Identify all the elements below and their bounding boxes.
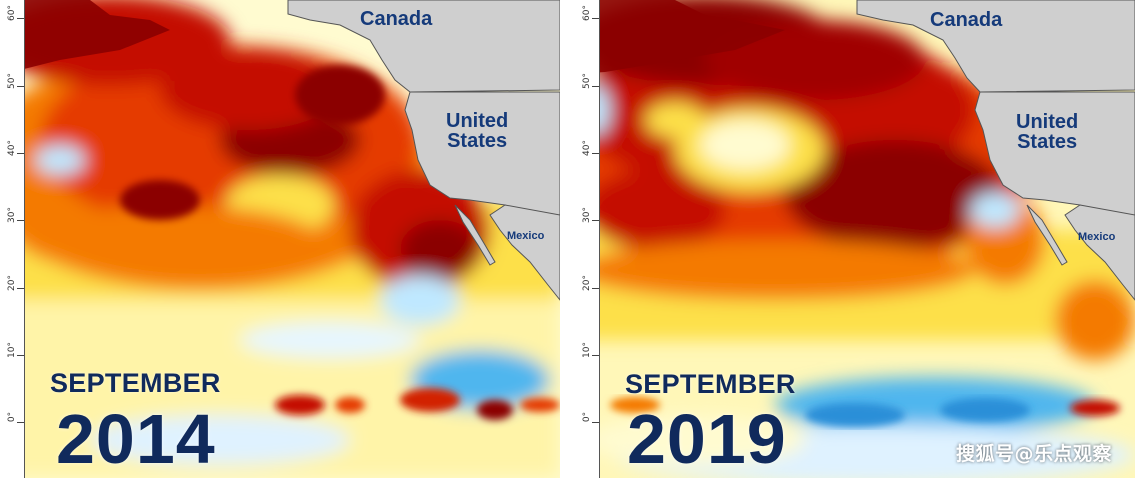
month-label: SEPTEMBER (50, 368, 221, 398)
canada-landmass (287, 0, 560, 93)
united-states-line1: United (446, 110, 509, 132)
united-states-line2: States (447, 130, 508, 152)
year-label: 2019 (627, 400, 787, 478)
lat-label-20: 20° (7, 275, 17, 291)
year-label: 2014 (56, 400, 216, 478)
united-states-label: United States (446, 111, 508, 151)
lat-label-30: 30° (582, 207, 592, 223)
sea-temperature-map-2019 (575, 0, 1135, 478)
lat-label-20: 20° (582, 275, 592, 291)
united-states-landmass (974, 91, 1135, 221)
baja-peninsula (1026, 204, 1068, 266)
map-panel-2014: 60° 50° 40° 30° 20° 10° 0° Canada United… (0, 0, 560, 478)
canada-label: Canada (930, 9, 1003, 31)
mexico-landmass (1064, 204, 1135, 301)
watermark-text: 搜狐号@乐点观察 (955, 443, 1112, 465)
panel-divider (560, 0, 575, 478)
latitude-axis: 60° 50° 40° 30° 20° 10° 0° (575, 0, 600, 478)
mexico-landmass (489, 204, 560, 301)
lat-label-30: 30° (7, 207, 17, 223)
month-label: SEPTEMBER (625, 369, 796, 399)
lat-label-0: 0° (7, 411, 17, 423)
united-states-line2: States (1017, 131, 1078, 153)
united-states-landmass (404, 91, 560, 221)
lat-label-60: 60° (7, 5, 17, 21)
lat-label-50: 50° (7, 73, 17, 89)
lat-label-0: 0° (582, 411, 592, 423)
lat-label-50: 50° (582, 73, 592, 89)
lat-label-40: 40° (582, 140, 592, 156)
lat-label-60: 60° (582, 5, 592, 21)
united-states-label: United States (1016, 112, 1078, 152)
lat-label-10: 10° (582, 342, 592, 358)
mexico-label: Mexico (507, 230, 545, 242)
lat-label-40: 40° (7, 140, 17, 156)
lat-label-10: 10° (7, 342, 17, 358)
canada-landmass (856, 0, 1135, 93)
united-states-line1: United (1016, 111, 1079, 133)
canada-label: Canada (360, 8, 433, 30)
baja-peninsula (454, 204, 496, 266)
sea-temperature-map-2014 (0, 0, 560, 478)
mexico-label: Mexico (1078, 231, 1116, 243)
latitude-axis: 60° 50° 40° 30° 20° 10° 0° (0, 0, 25, 478)
map-panel-2019: 60° 50° 40° 30° 20° 10° 0° Canada United… (575, 0, 1135, 478)
